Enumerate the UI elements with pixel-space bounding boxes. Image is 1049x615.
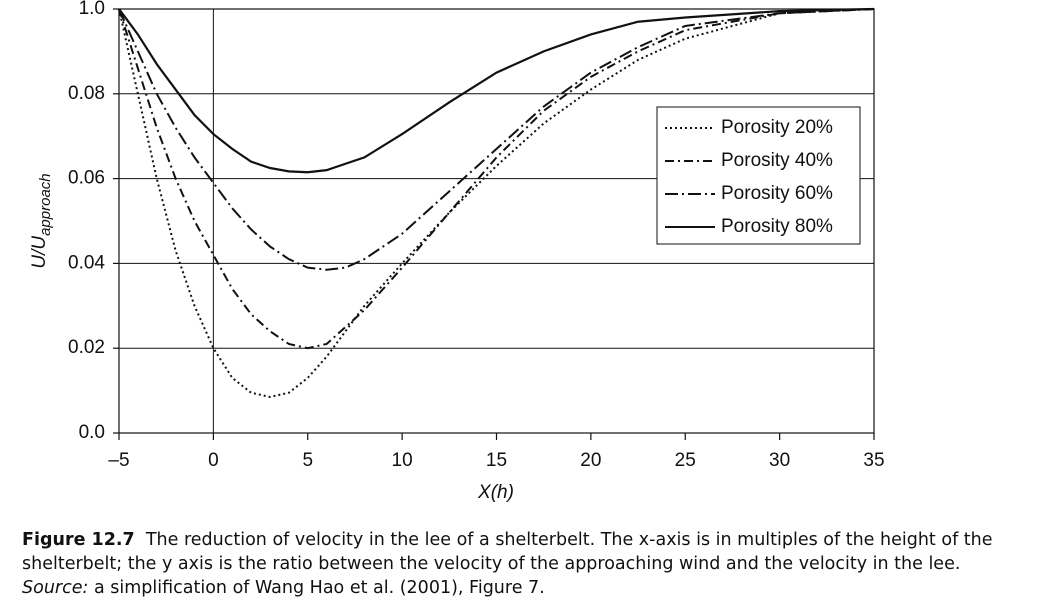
- y-tick-label: 0.06: [68, 168, 105, 189]
- x-tick-label: 30: [769, 450, 790, 471]
- plot-frame: [118, 8, 875, 434]
- caption: Figure 12.7 The reduction of velocity in…: [22, 528, 1042, 600]
- legend-label: Porosity 40%: [721, 150, 833, 171]
- caption-text: The reduction of velocity in the lee of …: [22, 530, 993, 574]
- line-series: [118, 8, 875, 271]
- y-tick-label: 0.04: [68, 252, 105, 273]
- y-tick-label: 0.08: [68, 83, 105, 104]
- line-series: [118, 8, 875, 350]
- y-axis-label-sub: approach: [37, 173, 54, 236]
- legend-label: Porosity 60%: [721, 183, 833, 204]
- caption-source-text: a simplification of Wang Hao et al. (200…: [93, 578, 545, 598]
- x-axis-label: X(h): [477, 482, 514, 503]
- legend-label: Porosity 80%: [721, 216, 833, 237]
- x-tick-label: 35: [863, 450, 884, 471]
- x-tick-label: 10: [392, 450, 413, 471]
- y-axis-label: U/Uapproach: [29, 173, 54, 268]
- legend-label: Porosity 20%: [721, 117, 833, 138]
- chart: U/Uapproach X(h) 0.0 0.02 0.04 0.06 0.08 1.0 –…: [29, 0, 885, 503]
- caption-label: Figure 12.7: [22, 530, 135, 550]
- x-tick-label: –5: [108, 450, 129, 471]
- x-tick-label: 20: [580, 450, 601, 471]
- x-tick-label: 25: [675, 450, 696, 471]
- y-tick-label: 0.0: [79, 422, 105, 443]
- x-tick-label: 15: [486, 450, 507, 471]
- x-tick-label: 0: [208, 450, 219, 471]
- y-axis-label-main: U/U: [29, 236, 50, 269]
- legend: Porosity 20% Porosity 40% Porosity 60% Poro…: [656, 106, 861, 245]
- caption-source-label: Source:: [22, 578, 89, 598]
- y-tick-label: 1.0: [79, 0, 105, 19]
- x-tick-label: 5: [302, 450, 313, 471]
- line-series: [118, 7, 875, 174]
- legend-box: [656, 106, 861, 245]
- y-tick-label: 0.02: [68, 337, 105, 358]
